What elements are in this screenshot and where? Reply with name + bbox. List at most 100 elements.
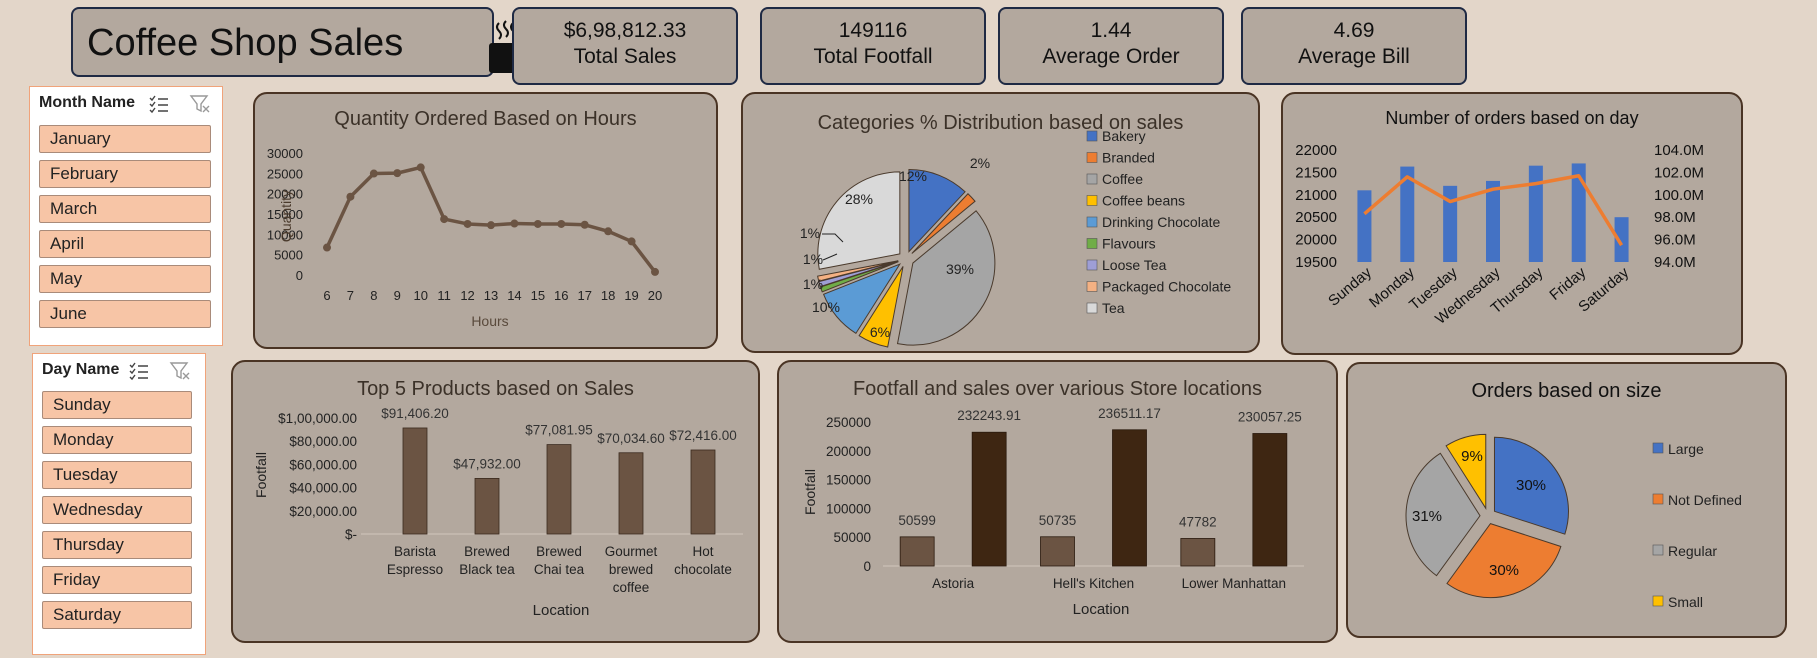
x-axis-label: Location	[533, 602, 590, 619]
sizes-pie-chart: 30% 30% 31% 9% Large Not Defined Regular Small	[1405, 433, 1742, 610]
data-point	[416, 163, 425, 172]
legend-label: Branded	[1102, 150, 1155, 166]
kpi-label: Total Footfall	[813, 45, 933, 68]
size-slice	[1445, 433, 1487, 511]
slice-label: 28%	[845, 191, 873, 207]
slice-label: 12%	[899, 168, 927, 184]
x-tick-label: 8	[370, 288, 377, 303]
bar	[402, 427, 428, 535]
locations-chart-card: Footfall and sales over various Store lo…	[777, 360, 1338, 643]
y-axis-label: Footfall	[253, 452, 269, 498]
legend-swatch	[1652, 493, 1664, 505]
x-tick-label: 6	[323, 288, 330, 303]
y2-tick-label: 94.0M	[1654, 254, 1696, 271]
leader-line	[822, 253, 838, 261]
y-tick-label: 0	[296, 268, 303, 283]
slice-label: 6%	[870, 324, 890, 340]
slicer-item-tuesday[interactable]: Tuesday	[42, 461, 192, 489]
legend-label: Small	[1668, 594, 1703, 610]
y2-tick-label: 102.0M	[1654, 164, 1704, 181]
size-slice	[1493, 436, 1569, 535]
bar	[1252, 433, 1288, 567]
x-tick-label: Espresso	[387, 562, 443, 577]
legend-label: Packaged Chocolate	[1102, 279, 1231, 295]
clear-filter-icon[interactable]	[189, 94, 211, 114]
chart-title: Quantity Ordered Based on Hours	[334, 108, 637, 130]
day-slicer-title: Day Name	[42, 361, 120, 378]
y2-tick-label: 104.0M	[1654, 142, 1704, 159]
data-point	[604, 227, 613, 236]
x-axis-label: Hours	[471, 313, 508, 329]
legend-label: Coffee	[1102, 171, 1143, 187]
legend-label: Large	[1668, 441, 1704, 457]
slicer-item-april[interactable]: April	[39, 230, 211, 258]
slicer-item-march[interactable]: March	[39, 195, 211, 223]
legend-swatch	[1086, 195, 1098, 206]
slicer-item-june[interactable]: June	[39, 300, 211, 328]
category-slice	[911, 193, 976, 254]
sizes-chart-card: Orders based on size 30% 30% 31% 9% Large Not…	[1346, 362, 1787, 638]
slicer-item-monday[interactable]: Monday	[42, 426, 192, 454]
leader-line	[822, 233, 844, 243]
slice-label: 9%	[1461, 448, 1483, 465]
bar	[1040, 536, 1075, 567]
products-chart-card: Top 5 Products based on Sales $1,00,000.…	[231, 360, 760, 643]
slicer-item-thursday[interactable]: Thursday	[42, 531, 192, 559]
day-slicer: Day Name Sunday Monday Tuesday Wednesday…	[32, 353, 206, 655]
kpi-value: 1.44	[1090, 19, 1132, 42]
dashboard-title-card: Coffee Shop Sales	[71, 7, 535, 77]
x-tick-label: 13	[484, 288, 498, 303]
slice-label: 31%	[1412, 508, 1442, 525]
legend-label: Loose Tea	[1102, 257, 1167, 273]
category-slice	[908, 169, 966, 253]
legend-swatch	[1086, 173, 1098, 185]
x-tick-label: 7	[347, 288, 354, 303]
y-tick-label: 20000	[267, 187, 303, 202]
bar	[690, 449, 716, 535]
bar	[546, 444, 572, 535]
slicer-item-wednesday[interactable]: Wednesday	[42, 496, 192, 524]
y-tick-label: 22000	[1295, 142, 1337, 159]
y2-tick-label: 98.0M	[1654, 209, 1696, 226]
slicer-item-january[interactable]: January	[39, 125, 211, 153]
category-slice	[819, 261, 899, 293]
category-slice	[817, 171, 901, 270]
data-label: $70,034.60	[597, 431, 665, 446]
slicer-item-may[interactable]: May	[39, 265, 211, 293]
multi-select-icon[interactable]	[148, 94, 170, 114]
category-slice	[858, 266, 904, 348]
legend-swatch	[1086, 152, 1098, 163]
kpi-value: 4.69	[1333, 19, 1375, 42]
size-slice	[1405, 452, 1481, 577]
x-tick-label: 19	[624, 288, 638, 303]
categories-chart-card: Categories % Distribution based on sales…	[741, 92, 1260, 353]
slicer-item-february[interactable]: February	[39, 160, 211, 188]
data-label: 232243.91	[957, 408, 1021, 423]
y-tick-label: 20500	[1295, 209, 1337, 226]
multi-select-icon[interactable]	[128, 361, 150, 381]
x-tick-label: 10	[413, 288, 427, 303]
slice-label: 10%	[812, 299, 840, 315]
legend-swatch	[1086, 302, 1098, 314]
x-tick-label: Gourmet	[605, 544, 658, 559]
x-tick-label: 17	[577, 288, 591, 303]
series-line	[325, 165, 657, 273]
y-tick-label: $80,000.00	[289, 434, 357, 449]
y-tick-label: $60,000.00	[289, 457, 357, 472]
slicer-item-friday[interactable]: Friday	[42, 566, 192, 594]
clear-filter-icon[interactable]	[169, 361, 191, 381]
y-tick-label: 50000	[833, 530, 871, 545]
x-tick-label: Black tea	[459, 562, 515, 577]
bar	[1180, 538, 1216, 567]
data-label: 236511.17	[1098, 406, 1161, 421]
slice-label: 39%	[946, 261, 974, 277]
legend-label: Regular	[1668, 543, 1717, 559]
x-tick-label: Hell's Kitchen	[1053, 576, 1134, 591]
y-tick-label: 200000	[826, 444, 871, 459]
data-point	[463, 219, 472, 228]
days-chart-card: Number of orders based on day 22000 21500…	[1281, 92, 1743, 355]
slicer-item-saturday[interactable]: Saturday	[42, 601, 192, 629]
bar	[1443, 185, 1458, 262]
category-slice	[896, 210, 996, 346]
slicer-item-sunday[interactable]: Sunday	[42, 391, 192, 419]
